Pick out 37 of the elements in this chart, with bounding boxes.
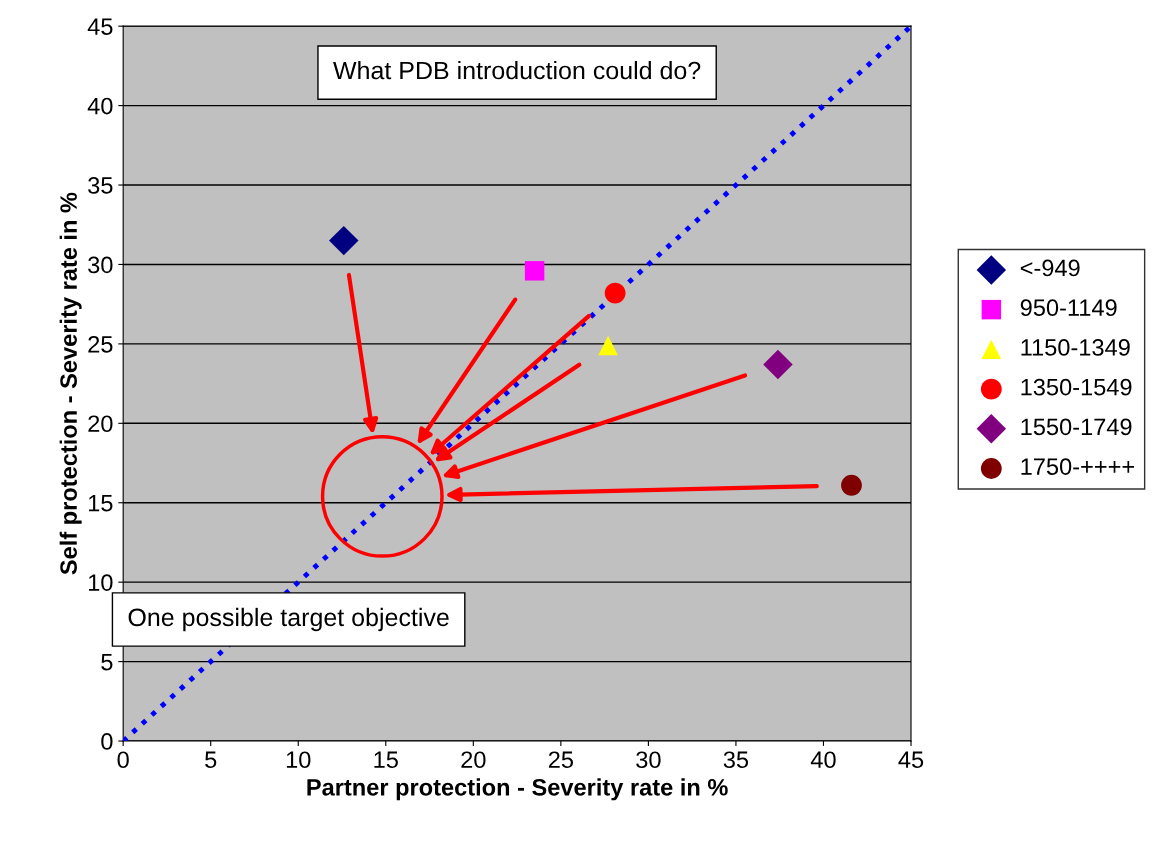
y-tick-label: 35	[88, 177, 113, 194]
x-tick-label: 0	[117, 751, 129, 769]
legend-label: 1750-++++	[1021, 458, 1135, 475]
point	[320, 434, 444, 558]
legend-label: 1550-1749	[1021, 418, 1132, 436]
point	[841, 474, 862, 496]
y-tick-label: 5	[101, 653, 113, 671]
x-tick-label: 5	[205, 751, 217, 769]
point	[763, 349, 793, 380]
x-axis-title: Partner protection - Severity rate in %	[307, 778, 728, 801]
point	[524, 261, 545, 281]
legend-label: 1350-1549	[1021, 378, 1132, 396]
x-tick-label: 30	[636, 751, 661, 769]
y-tick-label: 10	[88, 574, 113, 591]
y-tick-label: 20	[88, 415, 113, 433]
point	[598, 335, 618, 356]
y-tick-label: 15	[88, 495, 113, 512]
text: What PDB introduction could do?	[333, 60, 701, 80]
x-tick-label: 25	[548, 751, 573, 769]
point	[329, 225, 359, 256]
legend-label: 950-1149	[1020, 299, 1117, 317]
legend-label: 1150-1349	[1021, 339, 1130, 356]
y-axis-title: Self protection - Severity rate in %	[59, 192, 82, 575]
legend-label: <-949	[1020, 259, 1080, 277]
x-tick-label: 10	[286, 751, 311, 769]
x-tick-label: 15	[374, 751, 398, 769]
y-tick-label: 25	[88, 335, 113, 353]
annotation: One possible target objective	[128, 607, 449, 632]
x-tick-label: 20	[461, 751, 486, 769]
point	[604, 282, 626, 304]
x-tick-label: 35	[723, 751, 749, 769]
y-tick-label: 30	[88, 256, 113, 274]
y-tick-label: 40	[87, 97, 113, 115]
x-tick-label: 45	[898, 751, 924, 769]
y-tick-label: 0	[101, 733, 113, 750]
x-tick-label: 40	[810, 751, 836, 769]
y-tick-label: 45	[87, 18, 113, 35]
